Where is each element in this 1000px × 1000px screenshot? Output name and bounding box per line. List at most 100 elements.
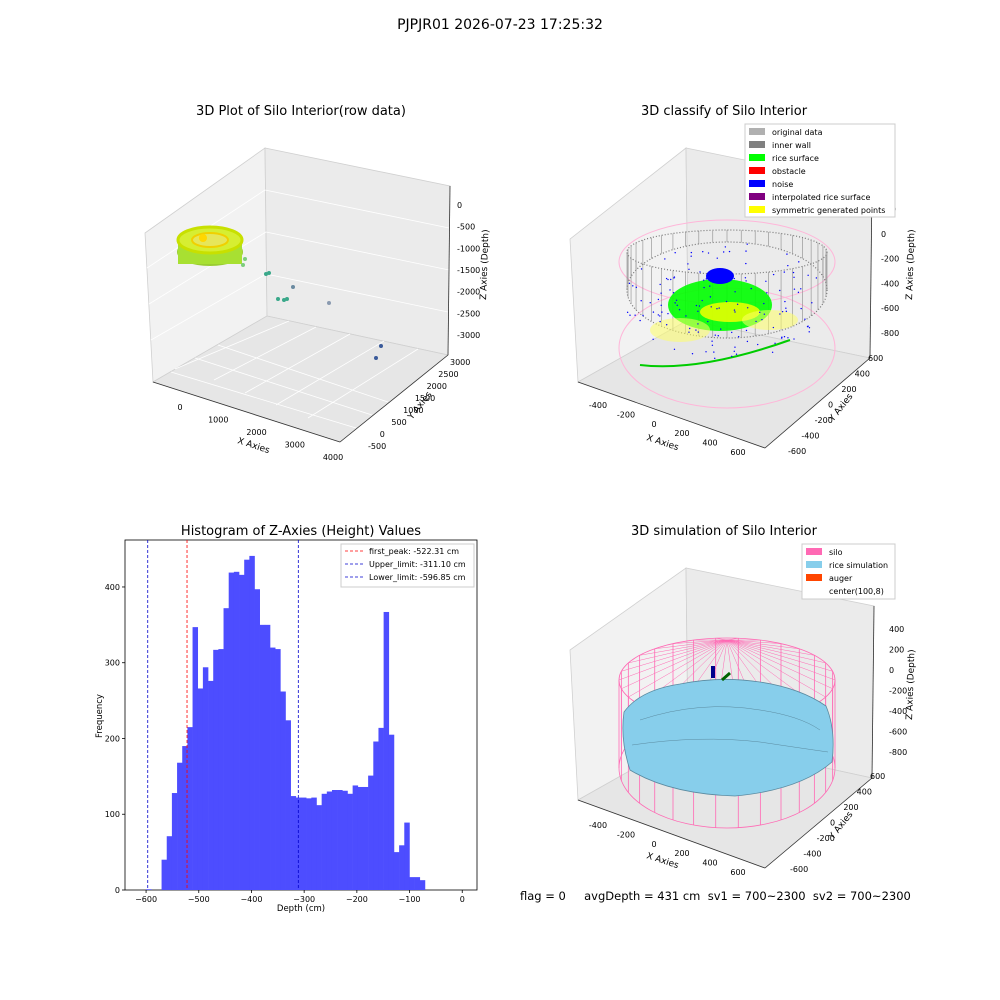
classify-noise-point bbox=[649, 302, 651, 304]
classify-noise-point bbox=[690, 251, 693, 254]
classify-noise-point bbox=[717, 335, 719, 337]
classify-noise-point bbox=[807, 325, 809, 327]
histogram-bar bbox=[352, 785, 359, 890]
classify-x-tick-label: -400 bbox=[589, 401, 607, 410]
simulation-roof-line bbox=[672, 639, 728, 644]
histogram-bar bbox=[218, 649, 224, 890]
classify-noise-point bbox=[815, 277, 818, 279]
classify-legend: original data inner wall rice surface obsta… bbox=[744, 123, 896, 218]
histogram-x-tick-label: −500 bbox=[188, 895, 210, 904]
simulation-roof-line bbox=[726, 639, 833, 689]
raw-z-tick-label: 0 bbox=[457, 201, 462, 210]
classify-noise-point bbox=[711, 340, 713, 342]
classify-noise-point bbox=[745, 250, 747, 252]
histogram-bar bbox=[342, 790, 348, 890]
simulation-z-tick-label: 0 bbox=[889, 666, 894, 675]
classify-noise-point bbox=[698, 305, 701, 307]
classify-noise-point bbox=[664, 258, 666, 260]
histogram-bar bbox=[368, 775, 374, 890]
classify-noise-point bbox=[792, 271, 795, 274]
raw-y-tick-label: 2500 bbox=[438, 370, 458, 379]
classify-noise-point bbox=[674, 302, 676, 304]
classify-x-tick-label: 0 bbox=[651, 420, 656, 429]
simulation-z-axis-label: Z Axies (Depth) bbox=[905, 649, 917, 720]
classify-noise-point bbox=[632, 285, 634, 287]
classify-noise-point bbox=[709, 285, 711, 287]
histogram-bar bbox=[383, 611, 390, 890]
simulation-legend: silo rice simulation auger center(100,8) bbox=[801, 543, 896, 600]
classify-noise-point bbox=[657, 298, 660, 301]
raw-x-axis-label: X Axies bbox=[236, 436, 271, 456]
classify-noise-point bbox=[665, 277, 668, 280]
classify-noise-point bbox=[745, 280, 747, 282]
classify-noise-point bbox=[785, 307, 787, 309]
classify-x-tick-label: 200 bbox=[674, 429, 689, 438]
classify-noise-point bbox=[691, 353, 694, 355]
histogram-bar bbox=[161, 859, 168, 890]
classify-y-tick-label: 600 bbox=[868, 354, 883, 363]
classify-noise-point bbox=[672, 292, 675, 294]
histogram-bar bbox=[259, 624, 266, 890]
classify-noise-point bbox=[728, 250, 731, 253]
histogram-bar bbox=[321, 793, 328, 890]
raw-x-tick-label: 4000 bbox=[323, 453, 343, 462]
histogram-y-tick-label: 100 bbox=[105, 810, 120, 819]
classify-noise-point bbox=[774, 342, 776, 345]
classify-noise-point bbox=[722, 251, 725, 253]
histogram-bar bbox=[316, 805, 322, 890]
classify-noise-point bbox=[689, 327, 691, 330]
classify-noise-point bbox=[779, 313, 781, 315]
histogram-bar bbox=[187, 727, 193, 890]
classify-noise-point bbox=[793, 276, 795, 279]
simulation-z-tick-label: 200 bbox=[889, 646, 904, 655]
histogram-bar bbox=[393, 852, 400, 890]
simulation-z-tick-label: -400 bbox=[889, 707, 907, 716]
classify-noise-point bbox=[659, 315, 661, 317]
histogram-y-axis-label: Frequency bbox=[95, 694, 105, 738]
histogram-legend: first_peak: -522.31 cm Upper_limit: -311.… bbox=[340, 543, 475, 588]
simulation-roof-line bbox=[639, 639, 728, 656]
classify-noise-point bbox=[709, 296, 712, 298]
classify-noise-point bbox=[735, 353, 738, 355]
classify-noise-point bbox=[657, 314, 660, 316]
classify-noise-point bbox=[716, 308, 718, 310]
classify-legend-swatch bbox=[749, 128, 765, 135]
histogram-bar bbox=[233, 571, 240, 890]
histogram-bar bbox=[337, 790, 343, 890]
simulation-roof-line bbox=[621, 639, 728, 672]
raw-z-axis-label: Z Axies (Depth) bbox=[479, 229, 490, 300]
raw-x-tick-label: 3000 bbox=[285, 441, 305, 450]
simulation-roof-line bbox=[628, 639, 728, 698]
histogram-y-tick-label: 400 bbox=[105, 583, 120, 592]
histogram-x-tick-label: −200 bbox=[346, 895, 368, 904]
histogram-chart: −600 −500 −400 −300 −200 −100 0 0100200300400 … bbox=[95, 539, 478, 914]
histogram-bar bbox=[228, 572, 235, 890]
classify-noise-point bbox=[707, 320, 709, 323]
classify-noise-point bbox=[800, 307, 802, 310]
simulation-x-tick-label: -200 bbox=[617, 830, 635, 839]
classify-noise-point bbox=[793, 288, 796, 290]
histogram-x-tick-label: −100 bbox=[399, 895, 421, 904]
histogram-bar bbox=[373, 741, 379, 890]
histogram-bar bbox=[414, 877, 421, 890]
histogram-x-tick-label: −300 bbox=[293, 895, 315, 904]
histogram-bar bbox=[399, 845, 405, 890]
histogram-bars bbox=[146, 555, 426, 890]
classify-noise-point bbox=[667, 278, 669, 281]
classify-z-tick-label: -400 bbox=[881, 279, 899, 288]
histogram-y-ticks: 0 100 200 300 400 bbox=[105, 583, 125, 895]
classify-noise-point bbox=[807, 274, 809, 277]
classify-z-axis-label: Z Axies (Depth) bbox=[905, 229, 917, 300]
classify-noise-point bbox=[669, 289, 671, 291]
classify-noise-point bbox=[665, 324, 668, 326]
classify-noise-point bbox=[697, 331, 700, 333]
raw-y-tick-label: -500 bbox=[368, 442, 386, 451]
classify-noise-point bbox=[678, 308, 681, 311]
histogram-bar bbox=[192, 627, 199, 890]
classify-noise-point bbox=[765, 280, 767, 282]
simulation-rice-surface bbox=[622, 679, 834, 797]
histogram-bar bbox=[311, 797, 317, 890]
classify-x-ticks: -400 -200 0 200 400 600 bbox=[589, 401, 746, 457]
classify-noise-point bbox=[697, 310, 699, 313]
